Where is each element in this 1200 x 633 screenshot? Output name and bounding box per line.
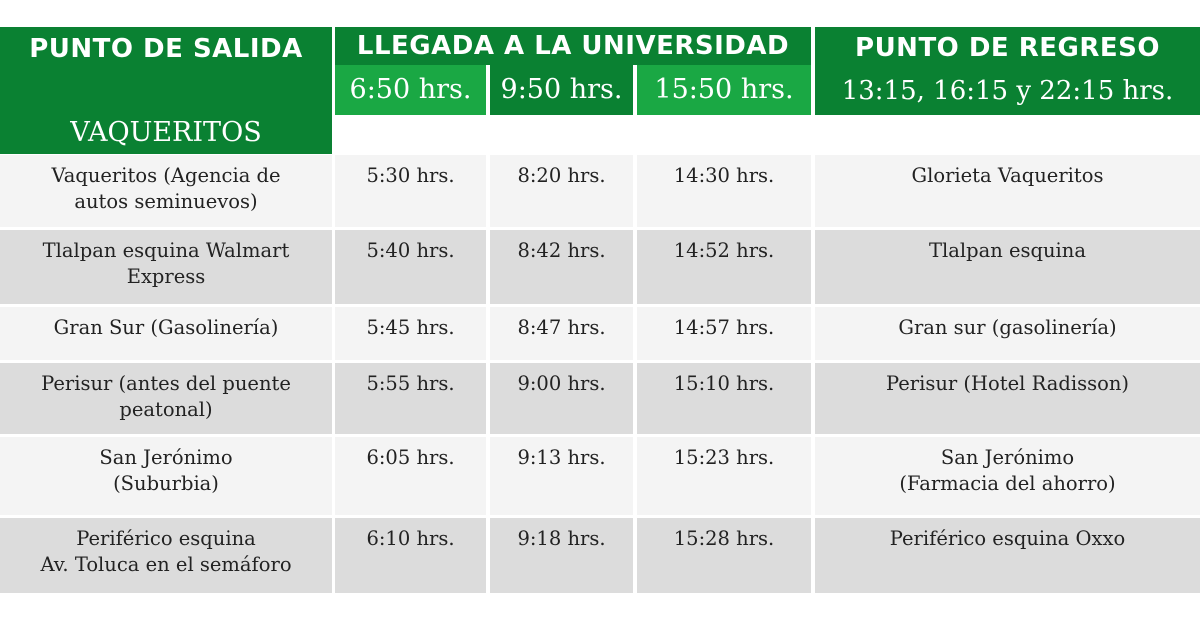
departure-time: 6:10 hrs. (366, 527, 455, 550)
time-cell: 15:28 hrs. (637, 518, 811, 593)
stop-name-line: Perisur (antes del puente (41, 372, 291, 395)
time-cell: 15:10 hrs. (637, 363, 811, 434)
time-cell: 6:10 hrs. (335, 518, 486, 593)
return-point-line: San Jerónimo (940, 446, 1075, 469)
stop-cell: Vaqueritos (Agencia de autos seminuevos) (0, 155, 332, 227)
arrival-time-3: 15:50 hrs. (654, 74, 794, 105)
stop-name-line: peatonal) (119, 398, 213, 421)
departure-time: 5:55 hrs. (366, 372, 455, 395)
stop-name-line: Gran Sur (Gasolinería) (53, 316, 279, 339)
stop-cell: Periférico esquina Av. Toluca en el semá… (0, 518, 332, 593)
return-cell: Periférico esquina Oxxo (815, 518, 1200, 593)
departure-time: 9:18 hrs. (517, 527, 606, 550)
time-cell: 8:20 hrs. (490, 155, 633, 227)
departure-time: 14:30 hrs. (673, 164, 775, 187)
return-point-line: Perisur (Hotel Radisson) (886, 372, 1129, 395)
time-cell: 9:18 hrs. (490, 518, 633, 593)
stop-cell: Tlalpan esquina Walmart Express (0, 230, 332, 304)
arrival-title: LLEGADA A LA UNIVERSIDAD (356, 31, 790, 61)
return-point-line: (Farmacia del ahorro) (899, 472, 1116, 495)
time-cell: 8:42 hrs. (490, 230, 633, 304)
stop-name-line: Av. Toluca en el semáforo (40, 553, 292, 576)
return-point-line: Periférico esquina Oxxo (889, 527, 1126, 550)
time-cell: 14:52 hrs. (637, 230, 811, 304)
time-cell: 5:30 hrs. (335, 155, 486, 227)
return-cell: San Jerónimo (Farmacia del ahorro) (815, 437, 1200, 515)
time-cell: 6:05 hrs. (335, 437, 486, 515)
departure-time: 15:23 hrs. (673, 446, 775, 469)
time-cell: 8:47 hrs. (490, 307, 633, 360)
arrival-time-1: 6:50 hrs. (349, 74, 472, 105)
arrival-header: LLEGADA A LA UNIVERSIDAD (335, 27, 811, 65)
return-cell: Gran sur (gasolinería) (815, 307, 1200, 360)
departure-time: 5:30 hrs. (366, 164, 455, 187)
time-cell: 9:13 hrs. (490, 437, 633, 515)
departure-time: 15:10 hrs. (673, 372, 775, 395)
stop-name-line: Express (126, 265, 206, 288)
arrival-time-cell-2: 9:50 hrs. (490, 65, 633, 115)
stop-name-line: autos seminuevos) (74, 190, 258, 213)
departure-time: 8:42 hrs. (517, 239, 606, 262)
stop-name-line: San Jerónimo (99, 446, 233, 469)
departure-time: 14:57 hrs. (673, 316, 775, 339)
arrival-time-2: 9:50 hrs. (500, 74, 623, 105)
time-cell: 5:55 hrs. (335, 363, 486, 434)
return-point-line: Glorieta Vaqueritos (911, 164, 1104, 187)
stop-cell: San Jerónimo (Suburbia) (0, 437, 332, 515)
stop-cell: Perisur (antes del puente peatonal) (0, 363, 332, 434)
departure-location: VAQUERITOS (70, 117, 262, 148)
arrival-time-cell-3: 15:50 hrs. (637, 65, 811, 115)
time-cell: 5:40 hrs. (335, 230, 486, 304)
time-cell: 15:23 hrs. (637, 437, 811, 515)
time-cell: 14:30 hrs. (637, 155, 811, 227)
stop-name-line: Vaqueritos (Agencia de (51, 164, 281, 187)
return-cell: Perisur (Hotel Radisson) (815, 363, 1200, 434)
time-cell: 14:57 hrs. (637, 307, 811, 360)
stop-name-line: (Suburbia) (113, 472, 219, 495)
time-cell: 9:00 hrs. (490, 363, 633, 434)
departure-time: 5:40 hrs. (366, 239, 455, 262)
departure-title: PUNTO DE SALIDA (29, 34, 303, 64)
departure-time: 8:20 hrs. (517, 164, 606, 187)
departure-time: 15:28 hrs. (673, 527, 775, 550)
return-header: PUNTO DE REGRESO 13:15, 16:15 y 22:15 hr… (815, 27, 1200, 115)
return-cell: Tlalpan esquina (815, 230, 1200, 304)
departure-time: 9:13 hrs. (517, 446, 606, 469)
departure-time: 14:52 hrs. (673, 239, 775, 262)
departure-time: 5:45 hrs. (366, 316, 455, 339)
return-point-line: Gran sur (gasolinería) (898, 316, 1117, 339)
departure-time: 8:47 hrs. (517, 316, 606, 339)
return-times: 13:15, 16:15 y 22:15 hrs. (841, 76, 1174, 106)
arrival-time-cell-1: 6:50 hrs. (335, 65, 486, 115)
time-cell: 5:45 hrs. (335, 307, 486, 360)
stop-name-line: Tlalpan esquina Walmart (42, 239, 290, 262)
return-title: PUNTO DE REGRESO (855, 33, 1160, 63)
stop-name-line: Periférico esquina (76, 527, 256, 550)
stop-cell: Gran Sur (Gasolinería) (0, 307, 332, 360)
return-point-line: Tlalpan esquina (929, 239, 1086, 262)
departure-time: 6:05 hrs. (366, 446, 455, 469)
departure-header: PUNTO DE SALIDA VAQUERITOS (0, 27, 332, 154)
departure-time: 9:00 hrs. (517, 372, 606, 395)
return-cell: Glorieta Vaqueritos (815, 155, 1200, 227)
